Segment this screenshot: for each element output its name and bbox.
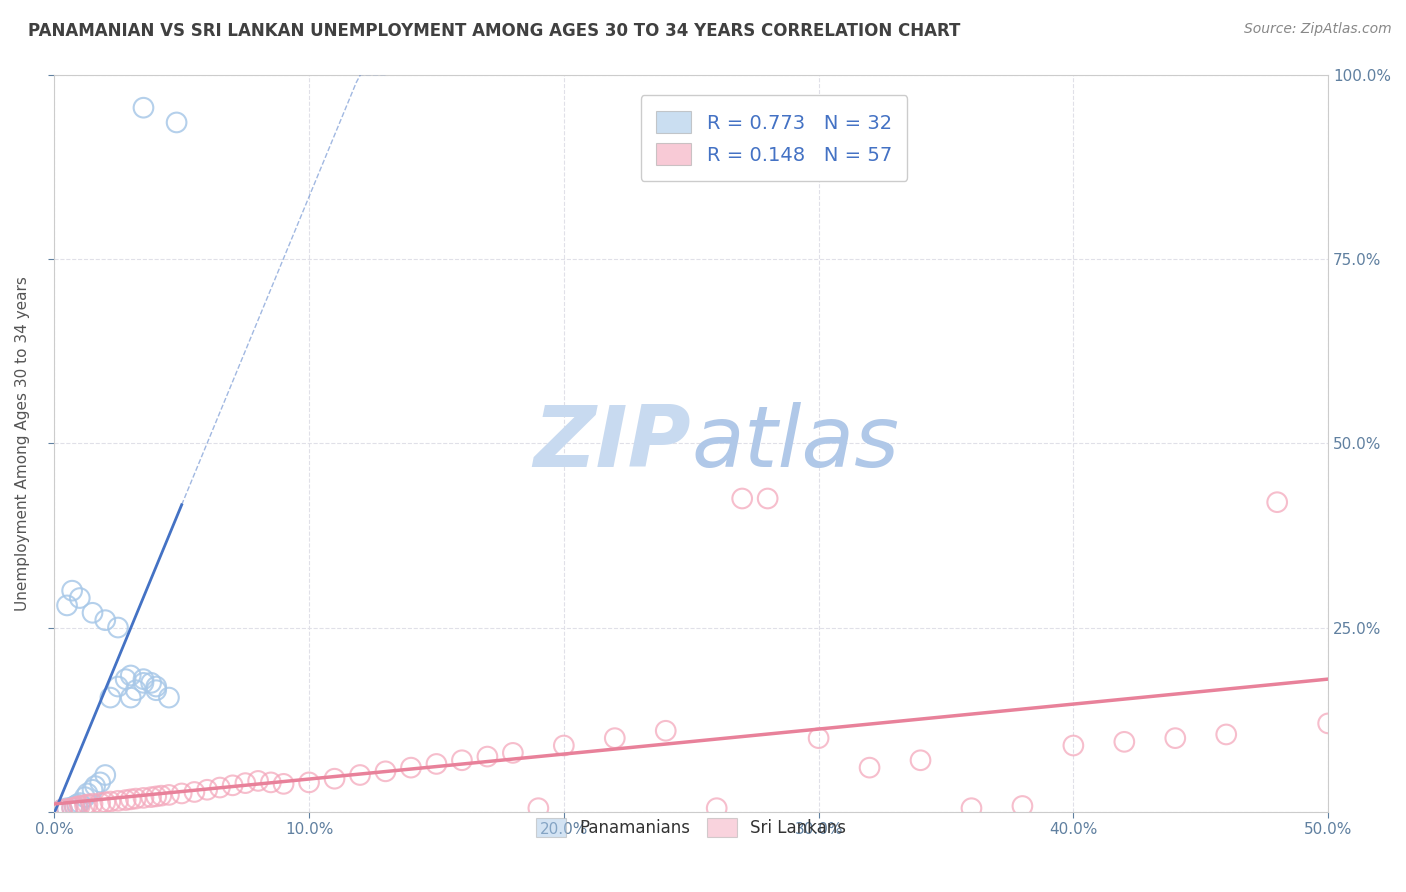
Point (260, 775, 283, 789)
Point (89, 796, 111, 810)
Point (166, 115, 188, 129)
Point (120, 792, 142, 806)
Point (69, 591, 91, 605)
Point (51, 803, 73, 817)
Point (910, 753, 932, 767)
Point (66, 797, 89, 812)
Point (273, 777, 295, 791)
Point (66, 799, 89, 814)
Point (60, 800, 83, 814)
Point (195, 782, 218, 797)
Point (1215, 727, 1237, 741)
Point (51, 803, 73, 817)
Point (323, 772, 346, 786)
Point (756, 491, 779, 506)
Point (731, 491, 754, 506)
Point (960, 801, 983, 815)
Point (73, 790, 96, 805)
Text: atlas: atlas (692, 401, 900, 484)
Point (1164, 731, 1187, 746)
Y-axis label: Unemployment Among Ages 30 to 34 years: Unemployment Among Ages 30 to 34 years (15, 276, 30, 611)
Point (60, 583, 83, 598)
Point (170, 787, 193, 801)
Legend: Panamanians, Sri Lankans: Panamanians, Sri Lankans (530, 812, 853, 844)
Point (553, 739, 575, 753)
Point (56, 802, 79, 816)
Point (56, 801, 79, 815)
Point (114, 793, 136, 807)
Text: PANAMANIAN VS SRI LANKAN UNEMPLOYMENT AMONG AGES 30 TO 34 YEARS CORRELATION CHAR: PANAMANIAN VS SRI LANKAN UNEMPLOYMENT AM… (28, 22, 960, 40)
Point (157, 788, 180, 802)
Point (1317, 716, 1340, 731)
Point (145, 683, 167, 698)
Point (655, 723, 678, 738)
Point (451, 753, 474, 767)
Point (235, 776, 257, 790)
Point (150, 789, 173, 803)
Point (120, 690, 142, 705)
Point (73, 798, 96, 813)
Point (98, 690, 121, 705)
Point (107, 794, 129, 808)
Point (1011, 799, 1033, 814)
Point (60, 801, 83, 815)
Point (98, 795, 121, 809)
Point (527, 801, 550, 815)
Point (94, 768, 117, 782)
Point (107, 621, 129, 635)
Point (89, 775, 111, 789)
Point (84, 779, 107, 793)
Point (139, 676, 162, 690)
Point (157, 690, 180, 705)
Point (120, 668, 142, 682)
Point (132, 790, 155, 805)
Point (399, 761, 422, 775)
Point (63, 800, 86, 814)
Point (82, 797, 104, 811)
Point (1114, 735, 1136, 749)
Point (69, 796, 91, 810)
Point (502, 746, 524, 760)
Point (425, 756, 447, 771)
Point (82, 606, 104, 620)
Point (603, 731, 626, 746)
Point (125, 791, 148, 805)
Point (145, 680, 167, 694)
Point (807, 731, 830, 746)
Point (125, 683, 148, 698)
Point (1062, 739, 1084, 753)
Point (183, 785, 205, 799)
Point (221, 778, 243, 792)
Point (94, 795, 117, 809)
Point (82, 782, 104, 797)
Text: Source: ZipAtlas.com: Source: ZipAtlas.com (1244, 22, 1392, 37)
Point (858, 761, 880, 775)
Point (107, 680, 129, 694)
Point (298, 775, 321, 789)
Point (706, 801, 728, 815)
Point (114, 672, 136, 686)
Point (63, 799, 86, 814)
Point (132, 672, 155, 686)
Point (76, 787, 98, 801)
Point (132, 101, 155, 115)
Point (56, 599, 79, 613)
Text: ZIP: ZIP (534, 401, 692, 484)
Point (94, 613, 117, 627)
Point (208, 780, 231, 795)
Point (247, 773, 270, 788)
Point (477, 749, 499, 764)
Point (349, 768, 371, 782)
Point (69, 799, 91, 814)
Point (1265, 495, 1288, 509)
Point (374, 764, 396, 779)
Point (145, 789, 167, 804)
Point (76, 797, 98, 812)
Point (139, 790, 162, 805)
Point (132, 676, 155, 690)
